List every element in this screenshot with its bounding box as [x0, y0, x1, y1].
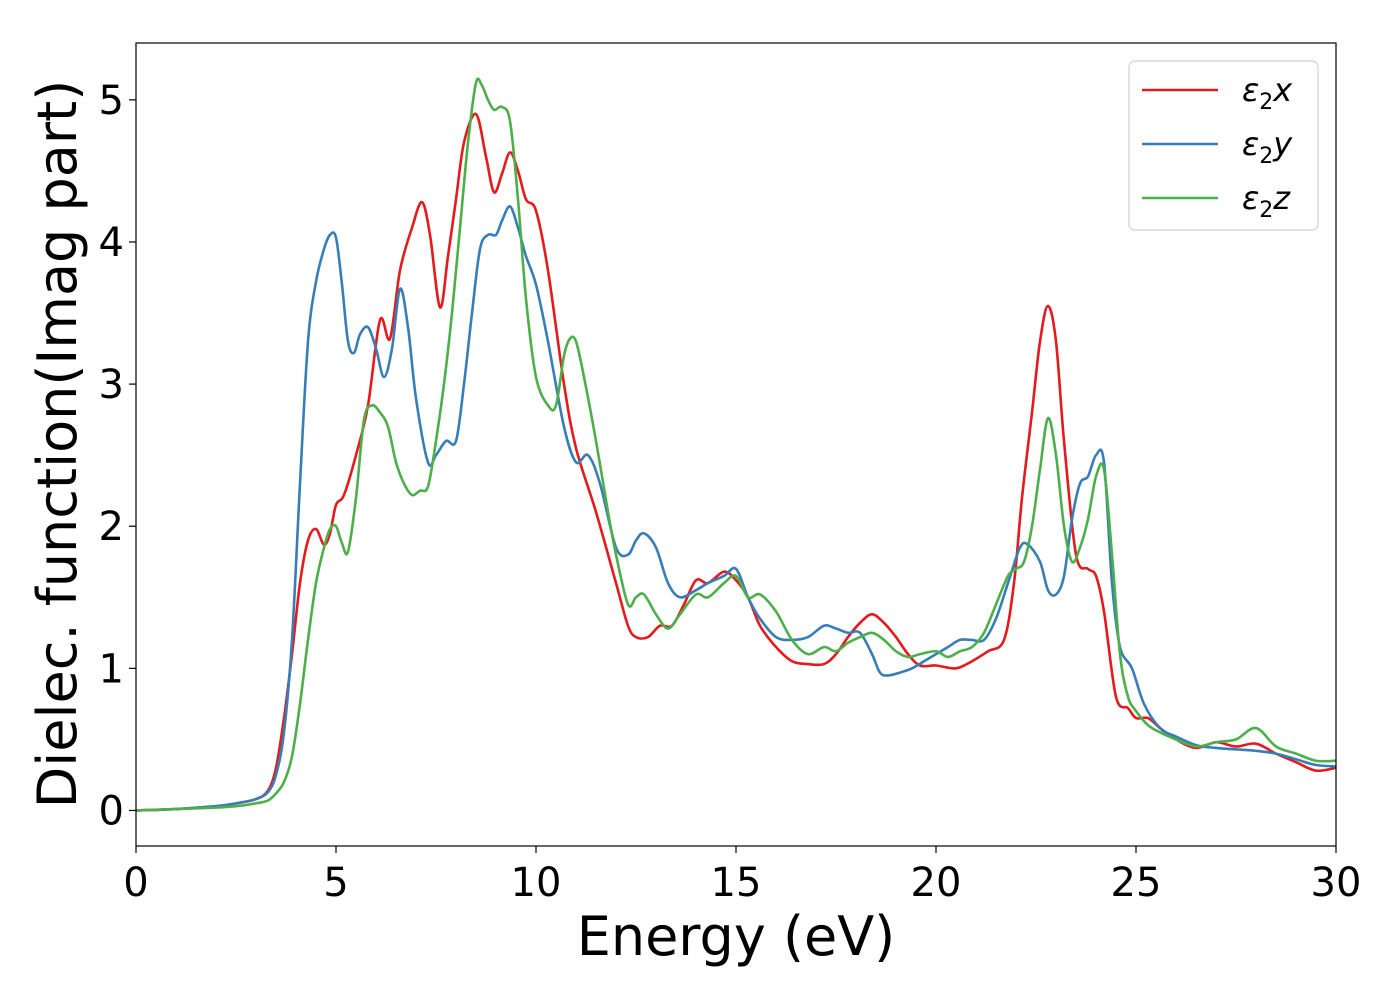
x-tick-label: 10: [511, 860, 562, 906]
y-tick-label: 0: [99, 788, 124, 834]
y-tick-label: 2: [99, 504, 124, 550]
series-line-x: [136, 112, 1336, 812]
y-tick-label: 1: [99, 646, 124, 692]
y-tick-label: 4: [99, 220, 124, 266]
y-axis-label: Dielec. function(Imag part): [26, 80, 89, 809]
x-tick-label: 5: [323, 860, 348, 906]
y-tick-label: 3: [99, 362, 124, 408]
x-axis-label: Energy (eV): [577, 905, 896, 968]
x-tick-label: 0: [123, 860, 148, 906]
x-tick-label: 15: [711, 860, 762, 906]
series-line-y: [136, 205, 1336, 812]
legend-label-y: ε2y: [1242, 125, 1293, 169]
x-tick-label: 30: [1311, 860, 1362, 906]
x-tick-label: 25: [1111, 860, 1162, 906]
legend-label-z: ε2z: [1242, 179, 1291, 223]
legend-label-x: ε2x: [1242, 71, 1293, 115]
legend: ε2x ε2y ε2z: [1128, 60, 1319, 231]
legend-box: [1128, 60, 1319, 231]
y-tick-label: 5: [99, 78, 124, 124]
series-line-z: [136, 77, 1336, 812]
x-tick-label: 20: [911, 860, 962, 906]
